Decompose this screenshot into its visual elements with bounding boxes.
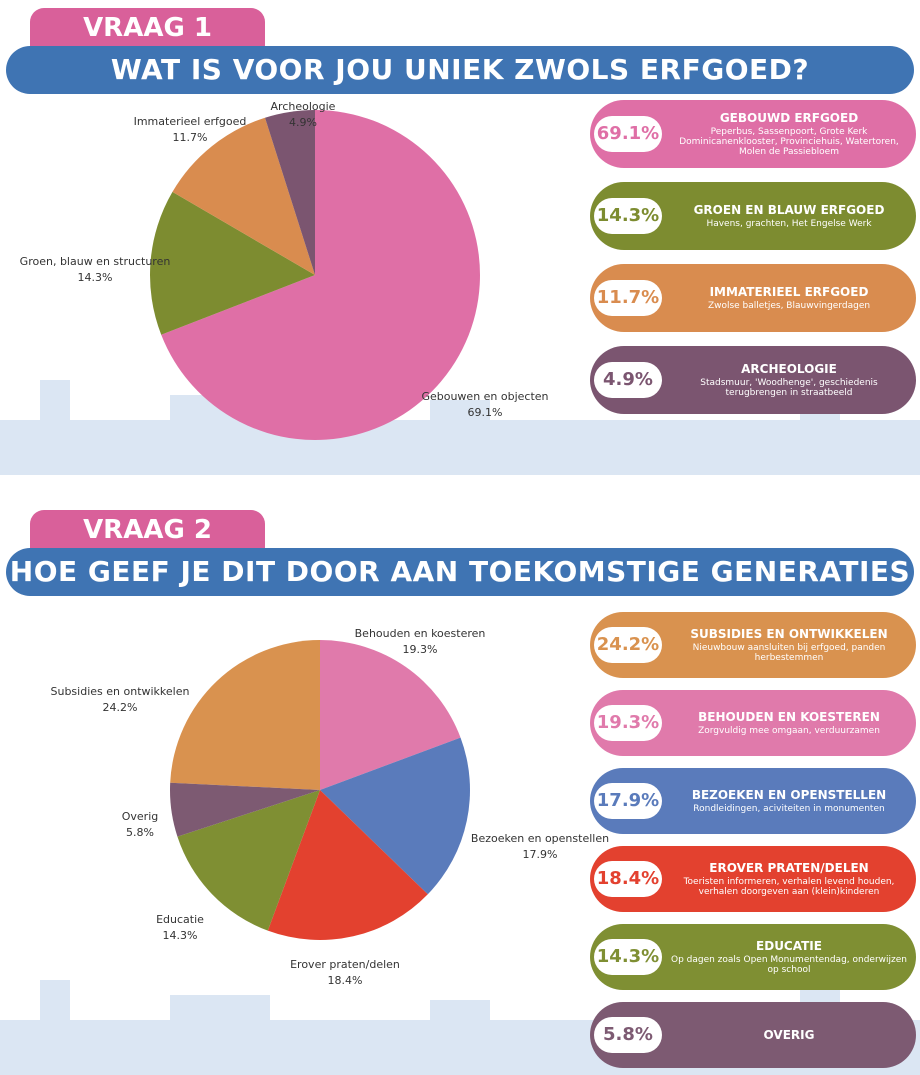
card-title: ARCHEOLOGIE (741, 362, 837, 376)
question-tab: VRAAG 2 (30, 510, 265, 550)
slice-label: Overig (122, 810, 159, 823)
question-tab: VRAAG 1 (30, 8, 265, 48)
card-text: Zorgvuldig mee omgaan, verduurzamen (698, 726, 880, 736)
legend-card: 4.9% ARCHEOLOGIE Stadsmuur, 'Woodhenge', g… (590, 346, 916, 414)
question-title: WAT IS VOOR JOU UNIEK ZWOLS ERFGOED? (6, 46, 914, 94)
card-text: Op dagen zoals Open Monumentendag, onder… (670, 955, 907, 975)
card-percent: 4.9% (594, 362, 662, 398)
card-body: IMMATERIEEL ERFGOED Zwolse balletjes, Bla… (662, 285, 916, 311)
legend-card: 24.2% SUBSIDIES EN ONTWIKKELEN Nieuwbouw a… (590, 612, 916, 678)
card-body: EDUCATIE Op dagen zoals Open Monumentenda… (662, 939, 916, 975)
card-body: ARCHEOLOGIE Stadsmuur, 'Woodhenge', gesch… (662, 362, 916, 398)
legend-card: 18.4% EROVER PRATEN/DELEN Toeristen inform… (590, 846, 916, 912)
question-title: HOE GEEF JE DIT DOOR AAN TOEKOMSTIGE GEN… (6, 548, 914, 596)
slice-value-label: 19.3% (403, 643, 438, 656)
card-percent: 11.7% (594, 280, 662, 316)
pie-slice (161, 110, 481, 440)
slice-label: Bezoeken en openstellen (471, 832, 609, 845)
legend-card: 69.1% GEBOUWD ERFGOED Peperbus, Sassenpoor… (590, 100, 916, 168)
card-title: SUBSIDIES EN ONTWIKKELEN (690, 627, 888, 641)
card-title: GEBOUWD ERFGOED (719, 111, 859, 125)
pie-slice (150, 191, 315, 335)
card-title: EDUCATIE (756, 939, 822, 953)
card-title: BEHOUDEN EN KOESTEREN (698, 710, 880, 724)
slice-label: Groen, blauw en structuren (20, 255, 171, 268)
card-body: GROEN EN BLAUW ERFGOED Havens, grachten, … (662, 203, 916, 229)
card-percent: 19.3% (594, 705, 662, 741)
slice-value-label: 24.2% (103, 701, 138, 714)
slice-value-label: 14.3% (163, 929, 198, 942)
card-percent: 69.1% (594, 116, 662, 152)
legend-card: 11.7% IMMATERIEEL ERFGOED Zwolse balletjes… (590, 264, 916, 332)
card-title: BEZOEKEN EN OPENSTELLEN (691, 788, 887, 802)
slice-label: Subsidies en ontwikkelen (51, 685, 190, 698)
card-title: IMMATERIEEL ERFGOED (709, 285, 869, 299)
card-title: EROVER PRATEN/DELEN (709, 861, 869, 875)
pie-slice (172, 117, 315, 275)
card-percent: 24.2% (594, 627, 662, 663)
card-body: BEZOEKEN EN OPENSTELLEN Rondleidingen, ac… (662, 788, 916, 814)
slice-value-label: 11.7% (173, 131, 208, 144)
pie-slice (177, 790, 320, 931)
legend-card: 14.3% EDUCATIE Op dagen zoals Open Monumen… (590, 924, 916, 990)
card-text: Toeristen informeren, verhalen levend ho… (683, 877, 895, 897)
card-text: Peperbus, Sassenpoort, Grote Kerk Domini… (679, 127, 899, 157)
slice-label: Educatie (156, 913, 204, 926)
slice-label: Gebouwen en objecten (421, 390, 548, 403)
card-text: Rondleidingen, aciviteiten in monumenten (693, 804, 885, 814)
slice-label: Behouden en koesteren (355, 627, 486, 640)
card-percent: 14.3% (594, 198, 662, 234)
legend-card: 5.8% OVERIG (590, 1002, 916, 1068)
card-percent: 5.8% (594, 1017, 662, 1053)
card-text: Zwolse balletjes, Blauwvingerdagen (707, 301, 871, 311)
card-body: SUBSIDIES EN ONTWIKKELEN Nieuwbouw aanslu… (662, 627, 916, 663)
slice-value-label: 14.3% (78, 271, 113, 284)
card-percent: 18.4% (594, 861, 662, 897)
legend-card: 19.3% BEHOUDEN EN KOESTEREN Zorgvuldig mee… (590, 690, 916, 756)
slice-value-label: 69.1% (468, 406, 503, 419)
slice-value-label: 18.4% (328, 974, 363, 987)
card-text: Havens, grachten, Het Engelse Werk (706, 219, 872, 229)
pie-slice (320, 640, 461, 790)
pie-slice (267, 790, 428, 940)
slice-label: Archeologie (271, 100, 336, 113)
card-percent: 17.9% (594, 783, 662, 819)
pie-slice (320, 737, 470, 895)
card-body: GEBOUWD ERFGOED Peperbus, Sassenpoort, Gr… (662, 111, 916, 157)
card-percent: 14.3% (594, 939, 662, 975)
card-text: Nieuwbouw aansluiten bij erfgoed, panden… (692, 643, 886, 663)
pie-slice (264, 110, 315, 275)
card-text: Stadsmuur, 'Woodhenge', geschiedenis ter… (700, 378, 878, 398)
pie-slice (170, 640, 320, 790)
slice-label: Erover praten/delen (290, 958, 400, 971)
card-body: OVERIG (662, 1028, 916, 1042)
card-title: OVERIG (763, 1028, 815, 1042)
legend-card: 14.3% GROEN EN BLAUW ERFGOED Havens, grach… (590, 182, 916, 250)
card-title: GROEN EN BLAUW ERFGOED (693, 203, 885, 217)
slice-value-label: 17.9% (523, 848, 558, 861)
slice-value-label: 4.9% (289, 116, 317, 129)
pie-slice (170, 782, 320, 837)
legend-card: 17.9% BEZOEKEN EN OPENSTELLEN Rondleidinge… (590, 768, 916, 834)
card-body: BEHOUDEN EN KOESTEREN Zorgvuldig mee omga… (662, 710, 916, 736)
slice-label: Immaterieel erfgoed (134, 115, 247, 128)
slice-value-label: 5.8% (126, 826, 154, 839)
card-body: EROVER PRATEN/DELEN Toeristen informeren,… (662, 861, 916, 897)
